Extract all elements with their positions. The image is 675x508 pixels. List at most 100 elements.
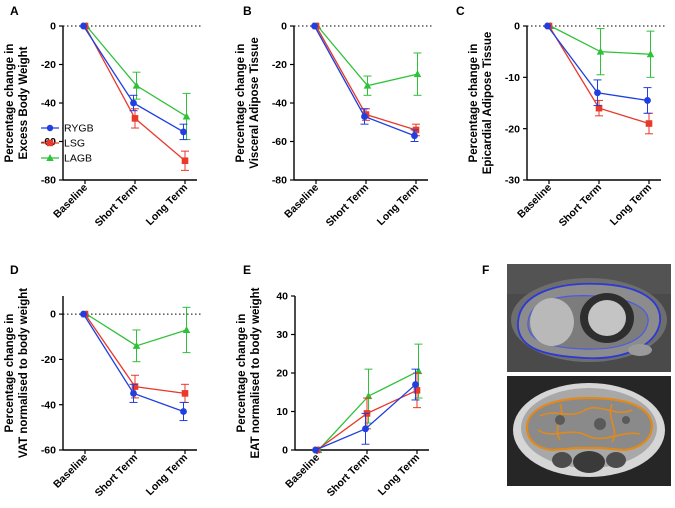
point-lagb	[596, 47, 605, 55]
legend-marker-rygb	[46, 124, 54, 132]
point-lsg	[181, 157, 189, 165]
y-axis-label: Epicardial Adipose Tissue	[482, 32, 494, 175]
point-rygb	[544, 22, 551, 30]
x-tick-label: Long Term	[144, 182, 190, 228]
mri-abdominal-image	[507, 376, 671, 486]
point-lsg	[645, 120, 653, 127]
y-tick-label: -40	[41, 399, 56, 411]
y-tick-label: -30	[505, 175, 520, 187]
y-tick-label: -20	[41, 59, 56, 71]
x-tick-label: Long Term	[376, 452, 422, 498]
y-axis-label: Percentage change in	[4, 314, 16, 433]
panel-label-c: C	[456, 4, 465, 18]
y-tick-label: -10	[505, 72, 520, 84]
point-lsg	[131, 383, 139, 390]
point-lagb	[414, 367, 423, 375]
point-lagb	[413, 70, 422, 78]
y-axis-label: VAT normalised to body weight	[18, 288, 30, 458]
y-axis-label: Visceral Adipose Tissue	[249, 37, 261, 168]
y-axis-label: Percentage change in	[236, 314, 248, 433]
mri-cardiac-image	[507, 264, 671, 372]
x-tick-label: Baseline	[283, 452, 322, 491]
x-tick-label: Baseline	[515, 182, 554, 221]
y-tick-label: -60	[41, 445, 56, 457]
point-rygb	[412, 381, 419, 388]
x-tick-label: Short Term	[93, 182, 141, 230]
x-tick-label: Long Term	[144, 452, 190, 498]
point-rygb	[180, 128, 187, 136]
y-tick-label: 0	[50, 309, 56, 321]
chart-panel-e: 0 10 20 30 40 Baseline Short Term Long Term Perc…	[236, 287, 429, 499]
y-tick-label: 0	[514, 21, 520, 33]
point-rygb	[644, 97, 651, 104]
y-axis-label: Percentage change in	[468, 44, 480, 163]
y-tick-label: 30	[276, 329, 288, 341]
panel-label-f: F	[482, 263, 489, 277]
y-tick-label: -40	[272, 98, 287, 110]
y-tick-label: -20	[41, 354, 56, 366]
point-rygb	[361, 113, 368, 120]
y-tick-label: -80	[41, 175, 56, 187]
legend-marker-lagb	[46, 154, 54, 161]
point-lagb	[364, 392, 373, 400]
point-lagb	[363, 81, 372, 89]
legend-label-lsg: LSG	[64, 138, 85, 150]
point-lagb	[132, 341, 141, 349]
legend-label-rygb: RYGB	[64, 123, 94, 135]
panel-label-e: E	[243, 263, 251, 277]
y-tick-label: -60	[272, 136, 287, 148]
legend-label-lagb: LAGB	[64, 153, 92, 165]
point-rygb	[311, 22, 318, 30]
point-lagb	[646, 50, 655, 58]
y-axis-label: EAT normalised to body weight	[250, 287, 262, 458]
x-tick-label: Baseline	[51, 182, 90, 221]
series-line-lsg	[84, 25, 186, 162]
point-rygb	[80, 310, 87, 318]
x-tick-label: Long Term	[375, 182, 421, 228]
x-tick-label: Short Term	[324, 182, 372, 230]
point-rygb	[130, 389, 137, 397]
y-tick-label: -20	[505, 123, 520, 135]
x-tick-label: Baseline	[51, 452, 90, 491]
y-tick-label: 0	[281, 21, 287, 33]
point-rygb	[312, 446, 319, 454]
point-rygb	[80, 22, 87, 30]
x-tick-label: Long Term	[608, 182, 654, 228]
y-axis-label: Percentage change in	[235, 44, 247, 163]
y-tick-label: -20	[272, 59, 287, 71]
x-tick-label: Short Term	[325, 452, 373, 500]
point-lagb	[132, 81, 141, 89]
point-lsg	[131, 115, 139, 122]
panel-label-a: A	[10, 4, 19, 18]
point-rygb	[180, 408, 187, 415]
y-tick-label: 20	[276, 368, 288, 380]
x-tick-label: Short Term	[93, 452, 141, 500]
point-lsg	[413, 387, 421, 394]
point-lsg	[181, 390, 189, 397]
y-tick-label: -80	[272, 175, 287, 187]
y-axis-label: Percentage change in	[4, 44, 16, 163]
x-tick-label: Baseline	[282, 182, 321, 221]
point-rygb	[411, 132, 418, 140]
point-rygb	[594, 89, 601, 97]
legend-marker-lsg	[46, 139, 54, 147]
point-lsg	[595, 104, 603, 112]
point-rygb	[130, 99, 137, 107]
point-rygb	[362, 425, 369, 433]
x-tick-label: Short Term	[557, 182, 605, 230]
panel-label-b: B	[243, 4, 252, 18]
y-tick-label: 0	[50, 21, 56, 33]
y-tick-label: 40	[276, 291, 288, 303]
y-tick-label: 10	[276, 406, 288, 418]
y-tick-label: -40	[41, 98, 56, 110]
panel-label-d: D	[10, 263, 19, 277]
point-lagb	[182, 325, 191, 333]
y-axis-label: Excess Body Weight	[18, 46, 30, 159]
y-tick-label: 0	[282, 445, 288, 457]
point-lagb	[182, 112, 191, 120]
